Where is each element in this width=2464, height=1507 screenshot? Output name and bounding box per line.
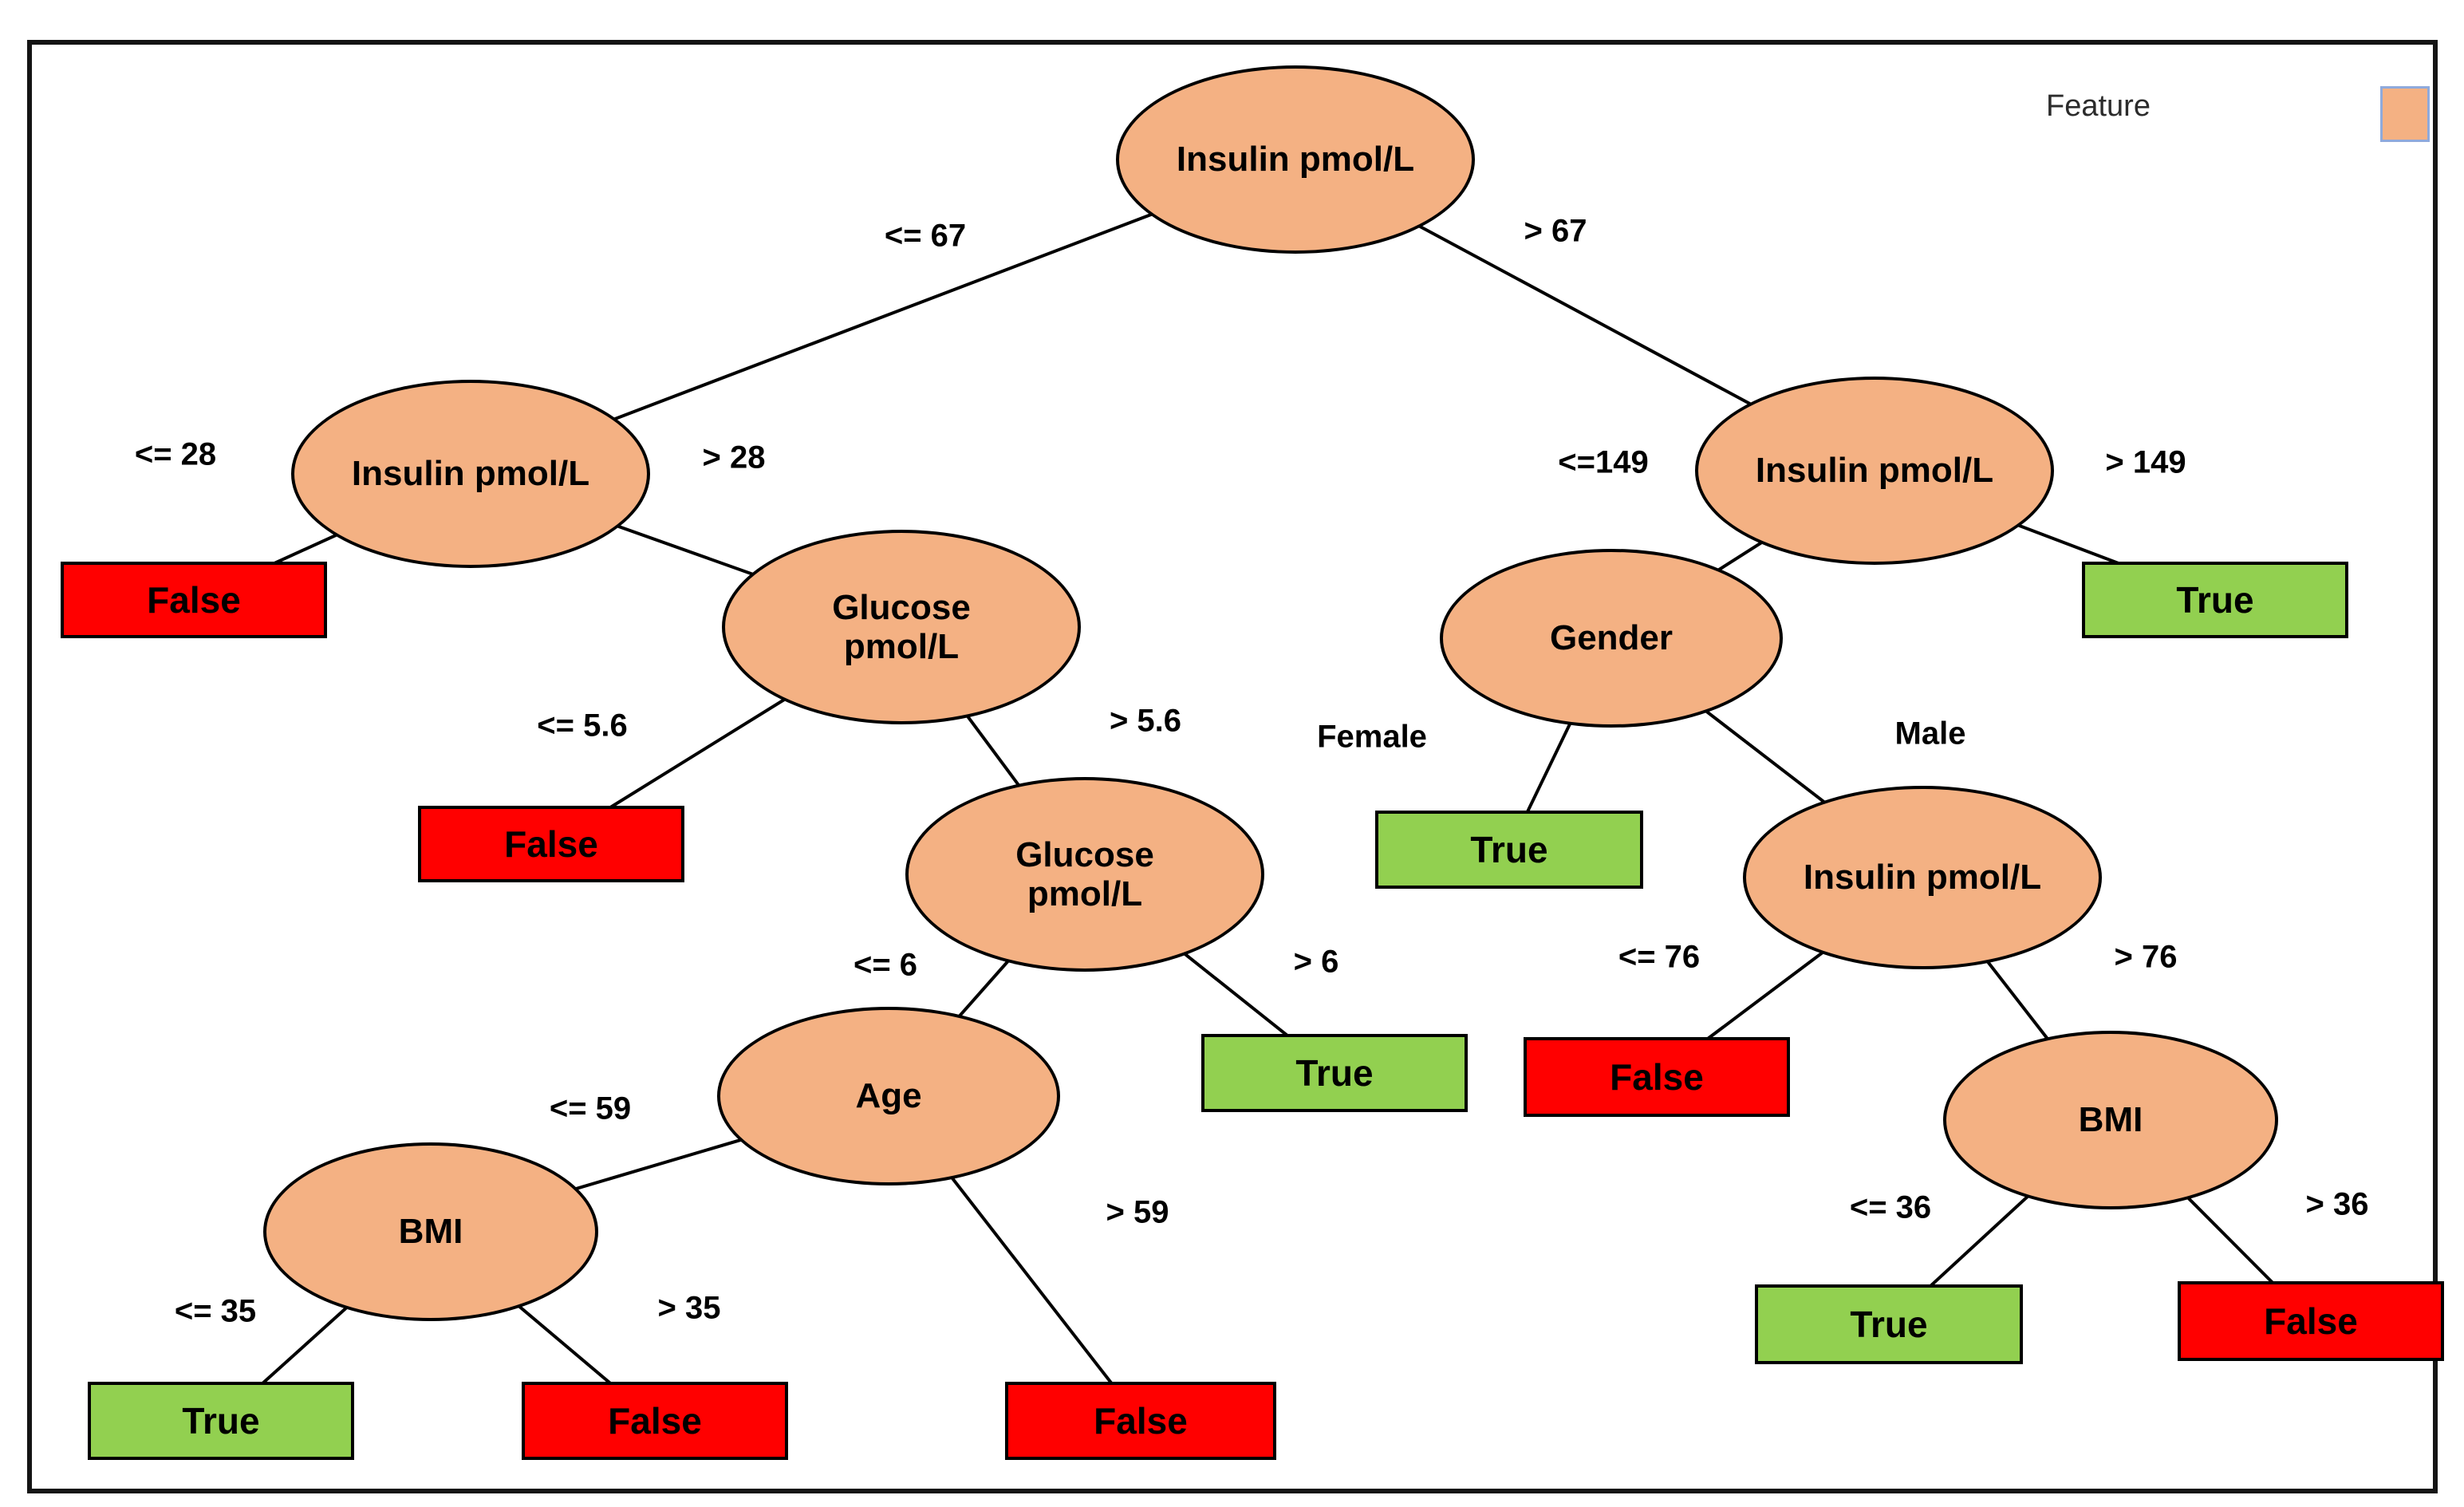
edge-label-female: Female	[1317, 719, 1427, 755]
edge-label-gt-35: > 35	[657, 1290, 721, 1326]
leaf-true-bmi-le35: True	[88, 1382, 354, 1460]
legend-feature-label: Feature	[2046, 89, 2151, 123]
leaf-true-bmi-le36: True	[1755, 1284, 2023, 1364]
edge-label-le-36: <= 36	[1849, 1189, 1932, 1225]
edge-label-le-35: <= 35	[174, 1293, 257, 1329]
tree-node-insulin-left: Insulin pmol/L	[291, 380, 650, 568]
leaf-false-bmi-gt36: False	[2178, 1281, 2444, 1361]
leaf-false-glucose-le5-6: False	[418, 806, 684, 882]
leaf-false-insulin-le76: False	[1524, 1037, 1790, 1117]
edge-label-male: Male	[1894, 716, 1966, 752]
tree-node-insulin-male: Insulin pmol/L	[1743, 786, 2102, 969]
diagram-border-frame	[27, 40, 2438, 1493]
edge-label-gt-149: > 149	[2105, 444, 2186, 480]
edge-label-gt-6: > 6	[1293, 944, 1339, 980]
legend-feature-swatch	[2380, 86, 2430, 142]
tree-node-insulin-root: Insulin pmol/L	[1116, 65, 1475, 254]
tree-node-bmi-left: BMI	[263, 1142, 598, 1321]
edge-label-le-28: <= 28	[134, 436, 217, 472]
edge-label-gt-36: > 36	[2305, 1186, 2369, 1222]
edge-label-gt-67: > 67	[1524, 213, 1587, 249]
leaf-false-insulin-le28: False	[61, 562, 327, 638]
tree-node-gender: Gender	[1440, 549, 1783, 728]
edge-label-le-6: <= 6	[853, 947, 918, 983]
edge-label-le-5-6: <= 5.6	[537, 708, 628, 744]
edge-label-le-76: <= 76	[1618, 939, 1701, 975]
leaf-true-insulin-gt149: True	[2082, 562, 2348, 638]
edge-label-le-67: <= 67	[884, 218, 967, 254]
edge-label-gt-76: > 76	[2114, 939, 2178, 975]
leaf-false-age-gt59: False	[1005, 1382, 1276, 1460]
edge-label-gt-28: > 28	[702, 440, 766, 475]
tree-node-glucose-1: Glucose pmol/L	[722, 530, 1081, 724]
tree-node-bmi-right: BMI	[1943, 1031, 2278, 1209]
leaf-true-gender-female: True	[1375, 811, 1643, 889]
tree-node-insulin-right: Insulin pmol/L	[1695, 377, 2054, 565]
leaf-true-glucose-gt6: True	[1201, 1034, 1468, 1112]
tree-node-glucose-2: Glucose pmol/L	[905, 777, 1264, 972]
edge-label-le-59: <= 59	[549, 1091, 632, 1126]
edge-label-le-149: <=149	[1558, 444, 1649, 480]
edge-label-gt-5-6: > 5.6	[1109, 703, 1182, 739]
leaf-false-bmi-gt35: False	[522, 1382, 788, 1460]
edge-label-gt-59: > 59	[1106, 1194, 1169, 1230]
tree-node-age: Age	[717, 1007, 1060, 1185]
